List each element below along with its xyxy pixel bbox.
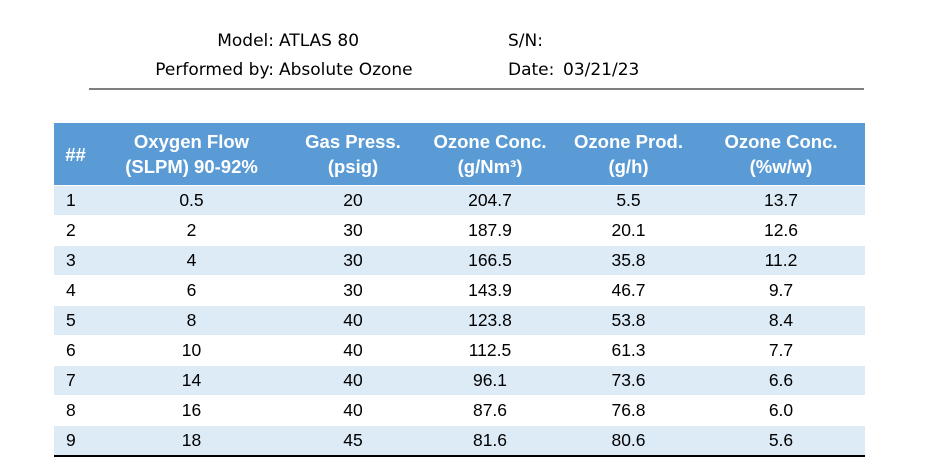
cell-ozone-conc-ww: 8.4 <box>697 305 865 336</box>
col-header-line1: Gas Press. <box>305 131 401 152</box>
cell-ozone-conc-gnm3: 187.9 <box>420 215 560 246</box>
cell-index: 2 <box>54 215 97 246</box>
col-header-ozone-prod: Ozone Prod. (g/h) <box>560 123 697 186</box>
cell-ozone-conc-ww: 7.7 <box>697 335 865 366</box>
cell-ozone-conc-gnm3: 112.5 <box>420 335 560 366</box>
table-row: 1 0.5 20 204.7 5.5 13.7 <box>54 185 865 216</box>
col-header-line1: ## <box>65 143 86 165</box>
table-row: 3 4 30 166.5 35.8 11.2 <box>54 245 865 276</box>
table-row: 9 18 45 81.6 80.6 5.6 <box>54 425 865 457</box>
cell-ozone-prod: 61.3 <box>560 335 697 366</box>
cell-ozone-prod: 80.6 <box>560 425 697 457</box>
cell-ozone-conc-ww: 11.2 <box>697 245 865 276</box>
cell-gas-press: 30 <box>286 275 420 306</box>
cell-index: 7 <box>54 365 97 396</box>
cell-ozone-conc-gnm3: 123.8 <box>420 305 560 336</box>
cell-index: 6 <box>54 335 97 366</box>
cell-oxygen-flow: 2 <box>97 215 286 246</box>
cell-index: 3 <box>54 245 97 276</box>
cell-gas-press: 30 <box>286 245 420 276</box>
cell-ozone-conc-gnm3: 87.6 <box>420 395 560 426</box>
table-row: 6 10 40 112.5 61.3 7.7 <box>54 335 865 366</box>
cell-ozone-conc-ww: 9.7 <box>697 275 865 306</box>
model-label: Model: <box>217 31 274 51</box>
cell-oxygen-flow: 0.5 <box>97 185 286 216</box>
cell-ozone-conc-gnm3: 81.6 <box>420 425 560 457</box>
cell-ozone-conc-ww: 6.0 <box>697 395 865 426</box>
date-value: 03/21/23 <box>563 60 640 80</box>
col-header-index: ## <box>54 123 97 186</box>
col-header-oxygen-flow: Oxygen Flow (SLPM) 90-92% <box>97 123 286 186</box>
cell-gas-press: 30 <box>286 215 420 246</box>
cell-oxygen-flow: 6 <box>97 275 286 306</box>
cell-ozone-prod: 20.1 <box>560 215 697 246</box>
cell-ozone-conc-gnm3: 143.9 <box>420 275 560 306</box>
col-header-line2: (SLPM) 90-92% <box>125 156 258 177</box>
table-row: 5 8 40 123.8 53.8 8.4 <box>54 305 865 336</box>
cell-ozone-conc-gnm3: 166.5 <box>420 245 560 276</box>
cell-gas-press: 40 <box>286 395 420 426</box>
cell-gas-press: 40 <box>286 305 420 336</box>
cell-oxygen-flow: 10 <box>97 335 286 366</box>
cell-index: 1 <box>54 185 97 216</box>
table-row: 2 2 30 187.9 20.1 12.6 <box>54 215 865 246</box>
header-divider <box>89 88 864 90</box>
cell-gas-press: 40 <box>286 365 420 396</box>
cell-ozone-prod: 76.8 <box>560 395 697 426</box>
col-header-line1: Ozone Conc. <box>724 131 838 152</box>
table-row: 7 14 40 96.1 73.6 6.6 <box>54 365 865 396</box>
table-header-row: ## Oxygen Flow (SLPM) 90-92% Gas Press. (p… <box>54 123 865 186</box>
col-header-line1: Ozone Conc. <box>433 131 547 152</box>
col-header-line2: (psig) <box>327 156 379 177</box>
cell-oxygen-flow: 8 <box>97 305 286 336</box>
cell-ozone-conc-ww: 12.6 <box>697 215 865 246</box>
col-header-gas-press: Gas Press. (psig) <box>286 123 420 186</box>
cell-ozone-conc-ww: 6.6 <box>697 365 865 396</box>
cell-ozone-prod: 46.7 <box>560 275 697 306</box>
col-header-ozone-conc-gnm3: Ozone Conc. (g/Nm³) <box>420 123 560 186</box>
col-header-ozone-conc-ww: Ozone Conc. (%w/w) <box>697 123 865 186</box>
table-row: 4 6 30 143.9 46.7 9.7 <box>54 275 865 306</box>
cell-index: 5 <box>54 305 97 336</box>
table-row: 8 16 40 87.6 76.8 6.0 <box>54 395 865 426</box>
col-header-line2: (g/h) <box>608 156 649 177</box>
performed-by-label: Performed by: <box>155 60 274 80</box>
cell-gas-press: 45 <box>286 425 420 457</box>
ozone-data-table: ## Oxygen Flow (SLPM) 90-92% Gas Press. (p… <box>54 123 865 457</box>
cell-ozone-prod: 73.6 <box>560 365 697 396</box>
cell-ozone-conc-ww: 13.7 <box>697 185 865 216</box>
model-value: ATLAS 80 <box>279 31 360 51</box>
sn-label: S/N: <box>508 31 543 51</box>
cell-index: 9 <box>54 425 97 457</box>
cell-ozone-prod: 35.8 <box>560 245 697 276</box>
cell-gas-press: 20 <box>286 185 420 216</box>
cell-ozone-prod: 53.8 <box>560 305 697 336</box>
col-header-line2: (%w/w) <box>749 156 813 177</box>
cell-ozone-prod: 5.5 <box>560 185 697 216</box>
performed-by-value: Absolute Ozone <box>279 60 413 80</box>
cell-oxygen-flow: 4 <box>97 245 286 276</box>
cell-ozone-conc-gnm3: 204.7 <box>420 185 560 216</box>
cell-ozone-conc-ww: 5.6 <box>697 425 865 457</box>
col-header-line1: Ozone Prod. <box>574 131 683 152</box>
col-header-line1: Oxygen Flow <box>133 131 250 152</box>
cell-oxygen-flow: 18 <box>97 425 286 457</box>
cell-index: 8 <box>54 395 97 426</box>
date-label: Date: <box>508 60 555 80</box>
cell-gas-press: 40 <box>286 335 420 366</box>
col-header-line2: (g/Nm³) <box>457 156 523 177</box>
cell-index: 4 <box>54 275 97 306</box>
cell-oxygen-flow: 14 <box>97 365 286 396</box>
cell-ozone-conc-gnm3: 96.1 <box>420 365 560 396</box>
cell-oxygen-flow: 16 <box>97 395 286 426</box>
